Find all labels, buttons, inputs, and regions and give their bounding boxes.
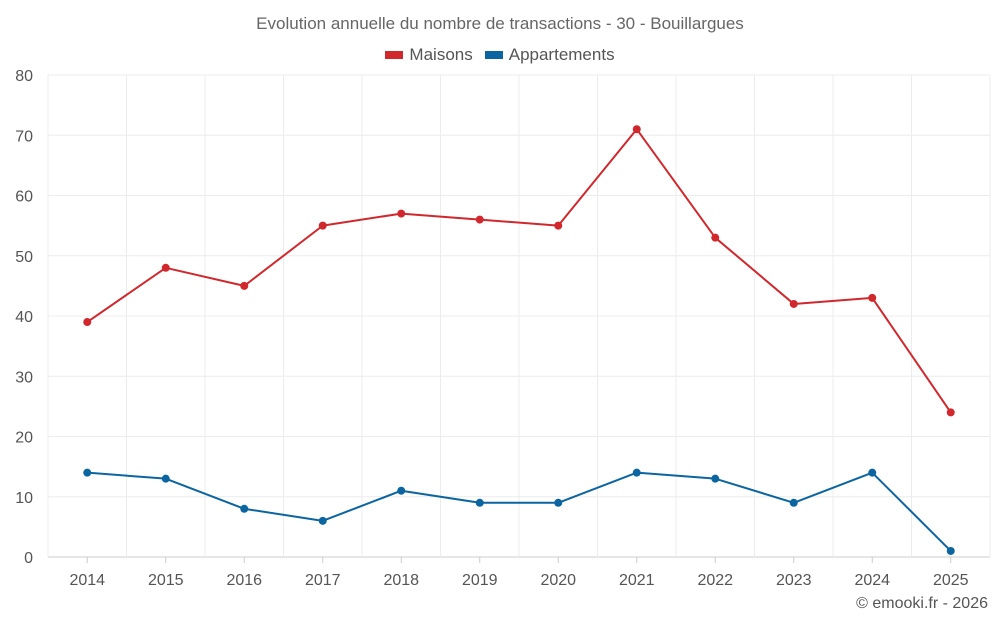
- y-tick-label-70: 70: [15, 128, 33, 145]
- x-tick-label-2018: 2018: [383, 572, 419, 589]
- y-tick-label-30: 30: [15, 369, 33, 386]
- y-tick-label-10: 10: [15, 490, 33, 507]
- data-point-appartements-2020: [554, 498, 563, 507]
- data-point-maisons-2025: [946, 408, 955, 417]
- legend-label-appartements: Appartements: [508, 45, 615, 64]
- data-point-maisons-2019: [475, 215, 484, 224]
- y-tick-label-60: 60: [15, 189, 33, 206]
- chart-title: Evolution annuelle du nombre de transact…: [256, 14, 744, 33]
- legend-swatch-appartements: [484, 51, 503, 59]
- data-point-maisons-2014: [83, 318, 92, 327]
- x-tick-label-2020: 2020: [540, 572, 576, 589]
- data-point-appartements-2025: [946, 546, 955, 555]
- legend-item-maisons[interactable]: Maisons: [385, 45, 473, 65]
- data-point-appartements-2023: [789, 498, 798, 507]
- series-line-appartements: [87, 471, 952, 552]
- data-point-appartements-2022: [711, 474, 720, 483]
- x-tick-label-2023: 2023: [776, 572, 812, 589]
- data-point-appartements-2017: [318, 516, 327, 525]
- series-line-maisons: [86, 128, 952, 413]
- data-point-appartements-2016: [240, 504, 249, 513]
- data-point-maisons-2018: [397, 209, 406, 218]
- data-point-maisons-2016: [240, 281, 249, 290]
- data-point-maisons-2015: [161, 263, 170, 272]
- y-tick-label-40: 40: [15, 309, 33, 326]
- x-tick-label-2025: 2025: [933, 572, 969, 589]
- data-point-appartements-2018: [397, 486, 406, 495]
- x-tick-label-2016: 2016: [226, 572, 262, 589]
- data-point-maisons-2020: [554, 221, 563, 230]
- data-point-maisons-2022: [711, 233, 720, 242]
- x-tick-label-2021: 2021: [619, 572, 655, 589]
- x-tick-label-2015: 2015: [148, 572, 184, 589]
- data-point-maisons-2017: [318, 221, 327, 230]
- data-point-appartements-2021: [632, 468, 641, 477]
- y-tick-label-50: 50: [15, 249, 33, 266]
- x-tick-label-2019: 2019: [462, 572, 498, 589]
- x-tick-label-2014: 2014: [69, 572, 105, 589]
- footer-credit: © emooki.fr - 2026: [856, 595, 988, 612]
- x-tick-label-2022: 2022: [697, 572, 733, 589]
- x-tick-label-2024: 2024: [854, 572, 890, 589]
- x-tick-label-2017: 2017: [305, 572, 341, 589]
- y-tick-label-80: 80: [15, 68, 33, 85]
- legend-item-appartements[interactable]: Appartements: [484, 45, 615, 65]
- data-point-appartements-2014: [83, 468, 92, 477]
- data-point-appartements-2015: [161, 474, 170, 483]
- legend-label-maisons: Maisons: [409, 45, 473, 64]
- data-point-maisons-2021: [632, 125, 641, 134]
- legend: Maisons Appartements: [0, 45, 1000, 65]
- legend-swatch-maisons: [385, 51, 404, 59]
- data-point-appartements-2019: [475, 498, 484, 507]
- y-tick-label-20: 20: [15, 430, 33, 447]
- data-point-maisons-2024: [868, 293, 877, 302]
- data-point-appartements-2024: [868, 468, 877, 477]
- y-tick-label-0: 0: [24, 550, 33, 567]
- data-point-maisons-2023: [789, 299, 798, 308]
